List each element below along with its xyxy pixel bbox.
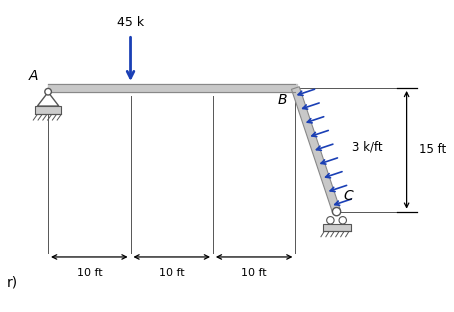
Text: A: A: [29, 69, 38, 83]
Text: 10 ft: 10 ft: [159, 268, 184, 278]
Text: 10 ft: 10 ft: [242, 268, 267, 278]
Text: 45 k: 45 k: [117, 17, 144, 30]
Text: r): r): [7, 276, 18, 290]
Polygon shape: [291, 87, 340, 213]
Text: 3 k/ft: 3 k/ft: [352, 140, 383, 154]
Bar: [322, 224, 350, 232]
Text: 10 ft: 10 ft: [77, 268, 102, 278]
Polygon shape: [37, 92, 59, 106]
Circle shape: [45, 88, 51, 95]
Bar: [35, 106, 61, 114]
Text: B: B: [277, 93, 287, 107]
Circle shape: [339, 217, 346, 224]
Text: 15 ft: 15 ft: [419, 143, 446, 156]
Text: C: C: [343, 189, 353, 203]
Circle shape: [327, 217, 334, 224]
Circle shape: [332, 207, 340, 216]
